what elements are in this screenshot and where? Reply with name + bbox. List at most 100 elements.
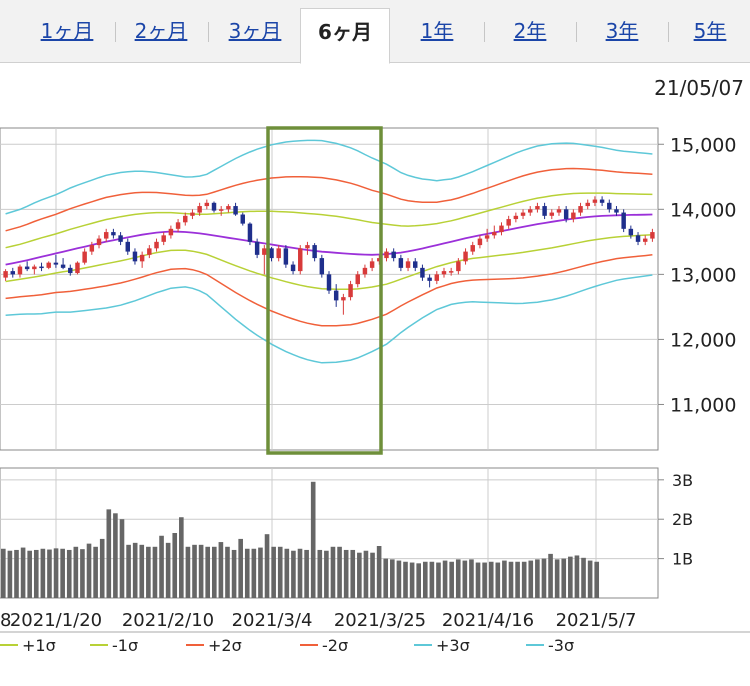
tab-3-months[interactable]: 3ヶ月 bbox=[228, 19, 282, 43]
candle-body bbox=[628, 228, 634, 236]
volume-bar bbox=[330, 546, 336, 598]
candle-body bbox=[635, 235, 641, 242]
tab-separator bbox=[208, 22, 209, 42]
candle-body bbox=[290, 264, 296, 272]
candle bbox=[528, 206, 533, 216]
candle bbox=[24, 261, 30, 272]
candle-body bbox=[233, 206, 238, 215]
candle bbox=[563, 206, 569, 223]
candle bbox=[571, 209, 576, 223]
candle-body bbox=[650, 232, 655, 239]
band-line-plus1-sigma bbox=[5, 192, 653, 249]
candle bbox=[211, 201, 217, 213]
candle bbox=[305, 241, 310, 255]
x-tick-label: 2021/3/25 bbox=[334, 610, 426, 631]
candle bbox=[197, 202, 202, 216]
volume-bar bbox=[192, 544, 197, 598]
volume-bar bbox=[198, 544, 204, 598]
volume-bar bbox=[126, 544, 131, 598]
volume-bar bbox=[47, 549, 52, 598]
candle-body bbox=[499, 225, 504, 233]
candle bbox=[89, 241, 95, 255]
candle-body bbox=[204, 202, 210, 207]
price-tick-label: 15,000 bbox=[670, 134, 736, 156]
x-tick-label: 2021/2/10 bbox=[122, 610, 214, 631]
candle bbox=[240, 212, 245, 226]
candle bbox=[262, 245, 267, 275]
bollinger-bands bbox=[5, 139, 653, 364]
volume-bar bbox=[548, 553, 553, 598]
candle bbox=[642, 235, 648, 246]
candle-body bbox=[125, 241, 130, 252]
candle-body bbox=[456, 261, 461, 272]
candle-body bbox=[398, 258, 404, 268]
candle-body bbox=[154, 241, 159, 249]
candle bbox=[427, 274, 432, 288]
candle bbox=[168, 225, 174, 239]
candle-body bbox=[578, 206, 583, 213]
candle-body bbox=[111, 232, 116, 236]
candle-body bbox=[333, 290, 339, 301]
candle-body bbox=[175, 222, 181, 229]
candle-body bbox=[326, 274, 332, 291]
candle-body bbox=[520, 212, 526, 216]
candle-body bbox=[75, 262, 80, 274]
candle-body bbox=[642, 238, 648, 242]
volume-bar bbox=[271, 546, 276, 598]
candle-body bbox=[405, 261, 411, 268]
tab-6-months[interactable]: 6ヶ月 bbox=[300, 8, 390, 64]
candle bbox=[204, 199, 210, 210]
candle bbox=[341, 293, 346, 315]
volume-bar bbox=[211, 546, 217, 598]
candle-body bbox=[484, 235, 490, 239]
volume-bar bbox=[113, 513, 118, 598]
candle bbox=[621, 209, 626, 233]
candle bbox=[175, 219, 181, 233]
candle bbox=[290, 261, 296, 275]
candle-body bbox=[53, 262, 59, 265]
candle-body bbox=[190, 212, 195, 216]
volume-bar bbox=[218, 542, 224, 598]
volume-bar bbox=[350, 549, 356, 598]
volume-bar bbox=[277, 546, 283, 598]
candle bbox=[60, 258, 66, 270]
price-y-axis: 15,000 14,000 13,000 12,000 11,000 bbox=[658, 134, 736, 416]
candle-body bbox=[585, 202, 590, 207]
candle bbox=[628, 225, 634, 239]
candle-body bbox=[355, 274, 360, 285]
volume-bar bbox=[146, 546, 151, 598]
candle bbox=[82, 248, 87, 265]
tab-1-month[interactable]: 1ヶ月 bbox=[40, 19, 94, 43]
volume-bar bbox=[363, 550, 369, 598]
candle-body bbox=[492, 232, 497, 236]
candle-body bbox=[218, 209, 224, 211]
latest-date-label: 21/05/07 bbox=[654, 76, 744, 100]
tab-2-years[interactable]: 2年 bbox=[513, 19, 547, 43]
candle bbox=[650, 228, 655, 242]
candle-body bbox=[312, 245, 317, 259]
volume-bar bbox=[86, 543, 92, 598]
candle-body bbox=[276, 248, 281, 259]
candle-body bbox=[434, 274, 440, 281]
candle bbox=[441, 267, 447, 278]
tab-3-years[interactable]: 3年 bbox=[605, 19, 639, 43]
candle-body bbox=[46, 262, 51, 268]
candle-body bbox=[571, 212, 576, 220]
volume-bar bbox=[469, 559, 474, 598]
candle bbox=[549, 209, 555, 220]
tab-2-months[interactable]: 2ヶ月 bbox=[134, 19, 188, 43]
candle-body bbox=[607, 202, 612, 210]
volume-bar bbox=[370, 552, 375, 598]
tab-separator bbox=[668, 22, 669, 42]
price-tick-label: 11,000 bbox=[670, 394, 736, 416]
volume-bar bbox=[317, 549, 323, 598]
candle bbox=[470, 241, 475, 255]
price-tick-label: 14,000 bbox=[670, 199, 736, 221]
volume-bar bbox=[66, 549, 72, 598]
tab-5-years[interactable]: 5年 bbox=[693, 19, 727, 43]
candle-body bbox=[369, 261, 375, 268]
candle-body bbox=[168, 228, 174, 236]
candle-body bbox=[226, 206, 231, 210]
tab-1-year[interactable]: 1年 bbox=[420, 19, 454, 43]
volume-bar bbox=[581, 557, 586, 598]
